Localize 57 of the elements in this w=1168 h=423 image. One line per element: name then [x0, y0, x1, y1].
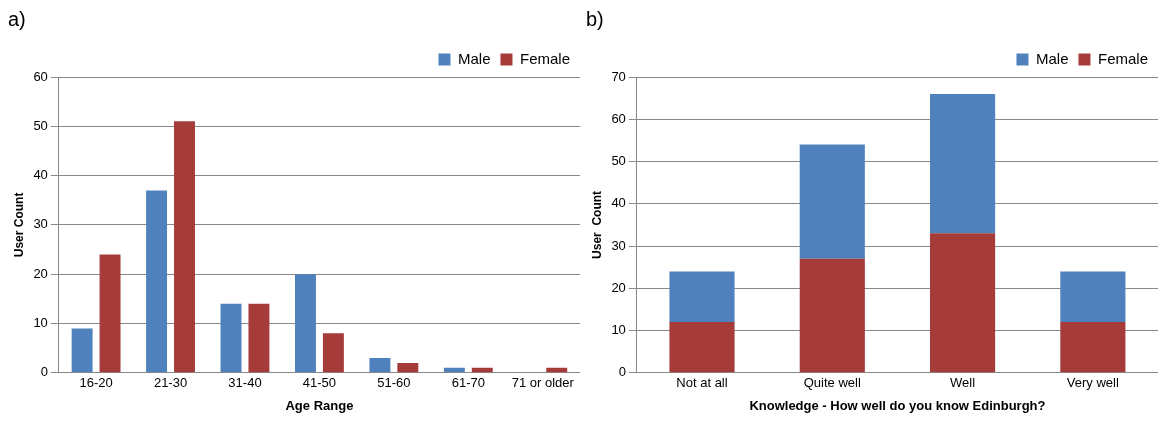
bar: [669, 322, 735, 373]
y-tick-label: 40: [611, 195, 626, 211]
y-tick-label: 0: [618, 364, 626, 380]
legend-label: Female: [519, 49, 571, 67]
x-tick-label: Very well: [1066, 375, 1119, 391]
bar: [930, 93, 996, 234]
bar: [1060, 322, 1126, 373]
y-tick-label: 10: [611, 322, 626, 338]
bar: [471, 367, 493, 373]
y-tick-label: 70: [611, 68, 626, 84]
legend-label: Female: [1097, 49, 1149, 67]
x-tick-label: Not at all: [676, 375, 728, 391]
x-axis-title: Age Range: [285, 397, 354, 413]
chart-title: a): [8, 7, 26, 30]
y-tick-label: 40: [33, 167, 48, 183]
bar: [930, 233, 996, 373]
y-tick-label: 10: [33, 315, 48, 331]
bar: [99, 254, 121, 373]
x-tick-label: 16-20: [79, 375, 113, 391]
x-axis-title: Knowledge - How well do you know Edinburgh?: [749, 397, 1046, 413]
x-tick-label: 41-50: [302, 375, 337, 391]
x-tick-label: 51-60: [377, 375, 411, 391]
x-tick-label: Well: [950, 375, 976, 391]
y-tick-label: 50: [611, 153, 626, 169]
bar: [799, 144, 865, 259]
y-tick-label: 30: [611, 237, 626, 253]
y-axis-title: User Count: [589, 190, 604, 259]
x-tick-label: 21-30: [153, 375, 188, 391]
bar: [369, 358, 391, 373]
bar: [71, 328, 93, 373]
bar: [146, 190, 168, 373]
x-tick-label: 61-70: [451, 375, 485, 391]
legend-label: Male: [457, 49, 491, 67]
legend-label: Male: [1035, 49, 1069, 67]
bar: [1060, 271, 1126, 323]
chart-title: b): [586, 7, 604, 30]
bar: [669, 271, 735, 323]
x-tick-label: Quite well: [803, 375, 861, 391]
y-tick-label: 60: [611, 110, 626, 126]
y-tick-label: 50: [33, 117, 48, 133]
x-tick-label: 71 or older: [511, 375, 575, 391]
bar: [322, 333, 344, 373]
bar: [546, 367, 568, 373]
bar: [220, 303, 242, 373]
x-tick-label: 31-40: [228, 375, 262, 391]
bar: [397, 362, 419, 373]
y-tick-label: 0: [40, 364, 48, 380]
y-tick-label: 60: [33, 68, 48, 84]
bar: [248, 303, 270, 373]
bar: [443, 367, 465, 373]
bar: [799, 258, 865, 373]
y-tick-label: 20: [33, 265, 48, 281]
y-tick-label: 30: [33, 216, 48, 232]
y-axis-title: User Count: [11, 192, 26, 258]
y-tick-label: 20: [611, 279, 626, 295]
bar: [174, 121, 195, 373]
bar: [295, 274, 316, 373]
